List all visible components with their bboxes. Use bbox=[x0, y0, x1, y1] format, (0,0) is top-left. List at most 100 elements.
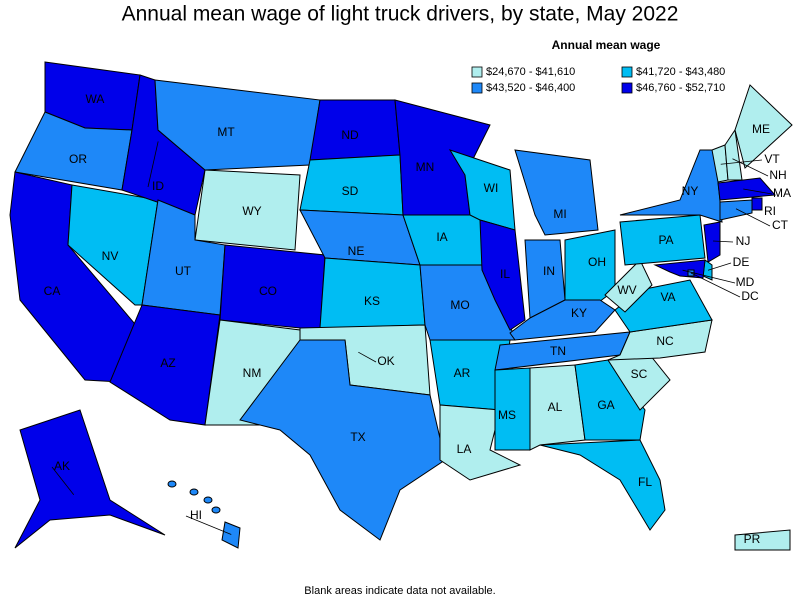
state-shape bbox=[734, 84, 793, 169]
state-label: NY bbox=[682, 184, 699, 198]
state-label: IA bbox=[436, 230, 447, 244]
state-shape bbox=[509, 299, 616, 341]
state-label: GA bbox=[597, 398, 614, 412]
state-label: AK bbox=[54, 459, 70, 473]
leader-line bbox=[732, 158, 769, 177]
state-label: NC bbox=[656, 334, 674, 348]
legend-label: $41,720 - $43,480 bbox=[636, 66, 725, 78]
state-shape bbox=[719, 199, 753, 221]
leader-line bbox=[185, 515, 232, 535]
state-label: MS bbox=[498, 408, 516, 422]
state-label: WV bbox=[617, 283, 636, 297]
state-label: SC bbox=[631, 367, 648, 381]
state-shape bbox=[619, 214, 706, 266]
state-label: DC bbox=[741, 289, 759, 303]
state-label: LA bbox=[457, 442, 472, 456]
state-label: ME bbox=[752, 122, 770, 136]
state-label: KS bbox=[364, 294, 380, 308]
state-label: NV bbox=[102, 249, 119, 263]
state-shape bbox=[194, 169, 301, 251]
state-label: MT bbox=[217, 125, 235, 139]
state-shape bbox=[564, 229, 616, 306]
legend-label: $43,520 - $46,400 bbox=[486, 82, 575, 94]
state-shape bbox=[514, 149, 599, 236]
legend-swatch bbox=[471, 66, 483, 78]
state-shape bbox=[539, 439, 666, 531]
island bbox=[211, 506, 221, 514]
leader-line bbox=[690, 272, 741, 298]
state-shape bbox=[109, 304, 221, 426]
state-shape bbox=[604, 259, 653, 313]
state-label: NM bbox=[243, 366, 262, 380]
state-shape bbox=[319, 257, 426, 329]
state-label: NJ bbox=[736, 234, 751, 248]
state-label: FL bbox=[638, 475, 652, 489]
island bbox=[203, 496, 213, 504]
legend-swatch bbox=[471, 82, 483, 94]
state-label: WI bbox=[484, 181, 499, 195]
state-shape bbox=[717, 177, 777, 201]
state-shape bbox=[221, 521, 241, 549]
legend-swatch bbox=[621, 66, 633, 78]
state-label: MI bbox=[553, 207, 566, 221]
state-shape bbox=[14, 409, 166, 549]
leader-line bbox=[682, 269, 736, 284]
state-label: RI bbox=[764, 204, 776, 218]
state-label: PA bbox=[658, 233, 673, 247]
leader-line bbox=[712, 240, 734, 243]
state-label: OR bbox=[69, 152, 87, 166]
state-shape bbox=[653, 259, 706, 279]
state-label: WY bbox=[242, 204, 261, 218]
state-label: VT bbox=[764, 152, 780, 166]
state-label: IL bbox=[500, 267, 510, 281]
state-shape bbox=[154, 79, 321, 171]
state-label: KY bbox=[571, 306, 587, 320]
legend: $24,670 - $41,610 $41,720 - $43,480 $43,52… bbox=[471, 66, 725, 94]
state-label: HI bbox=[190, 508, 202, 522]
state-label: TN bbox=[550, 344, 566, 358]
state-labels: WA OR CA NV ID MT WY UT AZ CO NM ND SD NE KS OK TX MN IA MO… bbox=[44, 92, 791, 546]
state-label: CO bbox=[259, 284, 277, 298]
state-label: DE bbox=[733, 255, 750, 269]
island bbox=[167, 480, 177, 488]
state-label: MA bbox=[773, 186, 791, 200]
legend-swatch bbox=[621, 82, 633, 94]
leader-line bbox=[51, 466, 75, 495]
state-shape bbox=[479, 219, 526, 331]
state-shape bbox=[751, 197, 763, 211]
state-label: UT bbox=[175, 264, 192, 278]
state-shape bbox=[239, 339, 446, 541]
footnote: Blank areas indicate data not available. bbox=[304, 585, 495, 597]
state-label: AZ bbox=[160, 356, 175, 370]
state-shape bbox=[734, 529, 791, 551]
state-label: MN bbox=[416, 160, 435, 174]
legend-label: $24,670 - $41,610 bbox=[486, 66, 575, 78]
state-shape bbox=[619, 149, 723, 223]
state-label: CT bbox=[772, 218, 789, 232]
state-label: OH bbox=[588, 255, 606, 269]
state-label: SD bbox=[342, 184, 359, 198]
leader-line bbox=[358, 351, 377, 363]
state-label: AL bbox=[548, 400, 563, 414]
state-shape bbox=[529, 364, 586, 451]
state-label: MD bbox=[736, 275, 755, 289]
state-label: IN bbox=[543, 264, 555, 278]
state-label: MO bbox=[450, 298, 469, 312]
state-shape bbox=[703, 221, 721, 263]
state-label: VA bbox=[660, 290, 675, 304]
island bbox=[189, 488, 199, 496]
states bbox=[9, 61, 793, 551]
leader-line bbox=[707, 262, 732, 271]
state-label: ID bbox=[152, 179, 164, 193]
legend-title: Annual mean wage bbox=[552, 38, 661, 52]
state-label: NE bbox=[348, 244, 365, 258]
leader-line bbox=[735, 208, 771, 227]
state-label: OK bbox=[377, 354, 394, 368]
leader-line bbox=[720, 159, 763, 165]
state-label: TX bbox=[350, 430, 365, 444]
state-label: CA bbox=[44, 284, 61, 298]
map-title: Annual mean wage of light truck drivers,… bbox=[122, 3, 679, 26]
leader-line bbox=[743, 188, 773, 195]
state-label: AR bbox=[454, 366, 471, 380]
